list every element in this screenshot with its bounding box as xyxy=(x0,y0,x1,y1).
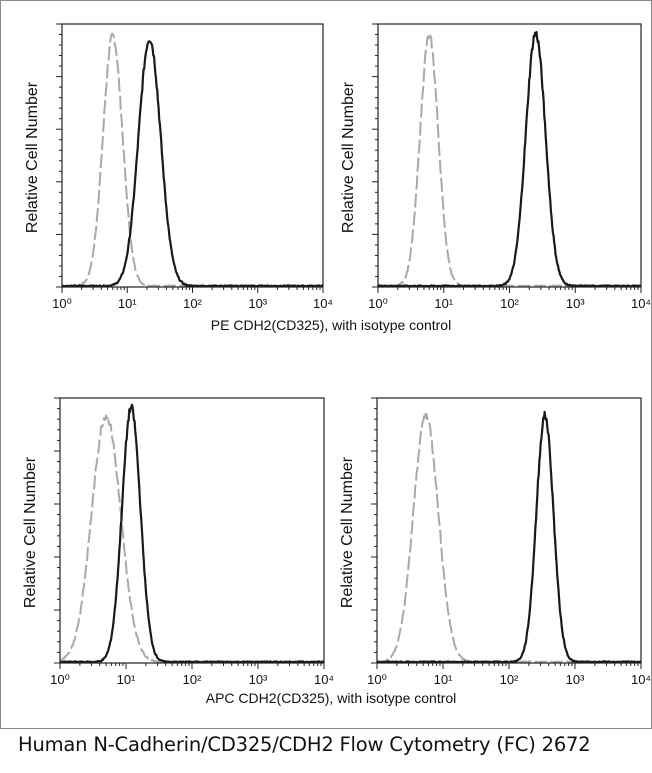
sample-curve xyxy=(59,403,325,664)
x-tick-label: 10⁴ xyxy=(314,672,334,687)
histogram-panel-bottom-right: 10⁰ 10¹ 10² 10³ 10⁴ Relative Cell Number xyxy=(339,397,651,687)
y-axis-label: Relative Cell Number xyxy=(340,81,357,233)
plot-area-frame xyxy=(59,397,325,664)
x-tick-label: 10⁰ xyxy=(367,672,387,687)
sample-curve xyxy=(377,31,642,288)
x-tick-label: 10³ xyxy=(248,296,267,311)
plot-area-frame xyxy=(376,397,642,664)
x-tick-label: 10¹ xyxy=(434,672,453,687)
x-tick-label: 10⁴ xyxy=(313,296,333,311)
histogram-panel-bottom-left: 10⁰ 10¹ 10² 10³ 10⁴ Relative Cell Number xyxy=(22,397,334,687)
x-tick-label: 10⁰ xyxy=(52,296,72,311)
x-tick-label: 10⁰ xyxy=(368,296,388,311)
x-tick-label: 10¹ xyxy=(117,672,136,687)
histogram-panel-top-right: 10⁰ 10¹ 10² 10³ 10⁴ Relative Cell Number xyxy=(340,23,651,311)
plot-area-frame xyxy=(377,23,642,288)
y-axis-label: Relative Cell Number xyxy=(24,81,41,233)
sample-curve xyxy=(376,410,642,664)
y-axis-label: Relative Cell Number xyxy=(22,456,39,608)
isotype-control-curve xyxy=(61,32,324,288)
x-tick-label: 10¹ xyxy=(434,296,453,311)
x-tick-label: 10² xyxy=(183,672,202,687)
isotype-control-curve xyxy=(377,32,642,288)
x-tick-label: 10⁴ xyxy=(631,296,651,311)
y-axis-label: Relative Cell Number xyxy=(339,456,356,608)
x-tick-label: 10⁴ xyxy=(631,672,651,687)
x-tick-label: 10⁰ xyxy=(50,672,70,687)
x-tick-label: 10³ xyxy=(566,672,585,687)
x-tick-label: 10² xyxy=(500,296,519,311)
x-tick-label: 10³ xyxy=(249,672,268,687)
histogram-panel-top-left: 10⁰ 10¹ 10² 10³ 10⁴ Relative Cell Number xyxy=(24,23,333,311)
x-tick-label: 10³ xyxy=(566,296,585,311)
isotype-control-curve xyxy=(59,414,325,664)
isotype-control-curve xyxy=(376,413,642,664)
x-tick-label: 10² xyxy=(183,296,202,311)
sample-curve xyxy=(61,40,324,288)
x-axis-label: PE CDH2(CD325), with isotype control xyxy=(211,317,451,333)
figure-caption: Human N-Cadherin/CD325/CDH2 Flow Cytomet… xyxy=(18,733,591,756)
x-tick-label: 10¹ xyxy=(118,296,137,311)
x-axis-label: APC CDH2(CD325), with isotype control xyxy=(206,690,457,706)
x-tick-label: 10² xyxy=(500,672,519,687)
